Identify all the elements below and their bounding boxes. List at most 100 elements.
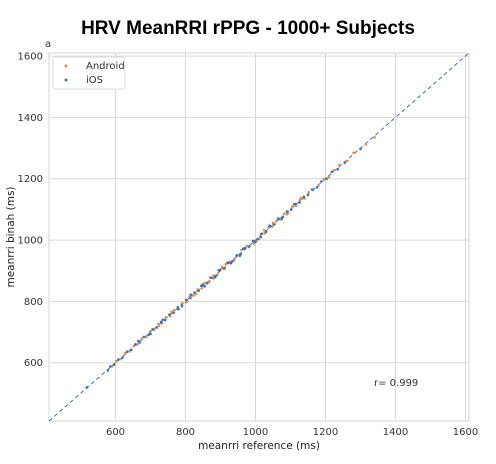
data-point-android — [352, 151, 355, 154]
data-point-ios — [247, 245, 251, 248]
data-point-ios — [238, 254, 242, 258]
data-point-ios — [134, 343, 137, 346]
x-tick-label: 1400 — [383, 427, 408, 438]
data-point-ios — [259, 235, 263, 239]
legend-marker-android — [64, 64, 68, 68]
data-point-android — [299, 196, 303, 200]
legend-marker-ios — [64, 78, 68, 82]
data-point-ios — [163, 318, 167, 322]
x-tick-label: 1200 — [313, 427, 338, 438]
data-point-android — [322, 177, 326, 181]
data-point-android — [172, 308, 176, 312]
data-point-android — [252, 242, 256, 245]
data-point-ios — [343, 161, 347, 165]
chart-title: HRV MeanRRI rPPG - 1000+ Subjects — [81, 18, 415, 39]
data-point-android — [128, 350, 131, 353]
data-point-android — [192, 294, 195, 297]
data-point-ios — [108, 365, 112, 368]
data-point-ios — [289, 208, 293, 212]
data-point-ios — [292, 202, 296, 206]
x-tick-label: 800 — [176, 427, 195, 438]
data-point-android — [245, 244, 249, 248]
data-point-ios — [151, 328, 154, 331]
data-point-ios — [302, 195, 306, 199]
data-point-android — [119, 357, 123, 361]
data-point-ios — [252, 239, 255, 243]
data-point-android — [338, 163, 341, 167]
data-point-ios — [177, 307, 180, 311]
legend: Android iOS — [52, 56, 126, 90]
data-point-ios — [241, 247, 245, 250]
data-point-ios — [106, 369, 110, 372]
data-point-ios — [121, 356, 124, 359]
data-point-ios — [359, 147, 362, 151]
data-point-ios — [280, 217, 284, 221]
data-point-ios — [193, 291, 196, 294]
grid-lines — [49, 53, 469, 421]
data-point-ios — [136, 339, 140, 343]
data-point-ios — [129, 348, 133, 352]
data-point-ios — [336, 167, 340, 171]
x-tick-label: 1600 — [453, 427, 478, 438]
data-point-android — [132, 344, 135, 348]
data-point-android — [136, 343, 139, 346]
data-point-android — [233, 258, 236, 262]
data-point-ios — [161, 318, 165, 322]
data-point-ios — [229, 261, 233, 265]
data-point-ios — [210, 276, 213, 280]
data-point-ios — [205, 282, 209, 285]
data-point-android — [145, 335, 148, 339]
data-point-ios — [147, 333, 150, 337]
data-point-android — [282, 212, 286, 215]
data-point-ios — [325, 177, 328, 181]
data-point-ios — [315, 186, 319, 189]
y-tick-label: 800 — [24, 297, 43, 308]
data-point-ios — [268, 224, 271, 227]
data-point-ios — [125, 350, 129, 353]
data-point-ios — [260, 232, 264, 235]
data-point-android — [208, 280, 211, 284]
data-point-ios — [264, 230, 268, 234]
data-point-ios — [168, 313, 171, 316]
data-point-ios — [117, 358, 120, 361]
data-point-android — [317, 184, 320, 187]
data-point-android — [290, 205, 294, 208]
data-point-android — [275, 219, 278, 222]
data-point-ios — [306, 193, 310, 197]
data-point-ios — [213, 275, 217, 279]
data-point-android — [148, 330, 152, 333]
data-point-ios — [231, 259, 234, 263]
data-point-android — [345, 159, 349, 163]
y-tick-label: 1200 — [18, 174, 43, 185]
data-point-ios — [199, 284, 203, 288]
data-point-ios — [142, 335, 146, 339]
data-point-android — [212, 274, 215, 277]
data-point-ios — [310, 188, 314, 191]
data-point-android — [180, 301, 184, 305]
data-point-ios — [197, 289, 201, 292]
y-axis-label: meanrri binah (ms) — [5, 186, 17, 287]
y-tick-label: 1400 — [18, 113, 43, 124]
data-point-ios — [184, 298, 188, 302]
legend-label-android: Android — [86, 61, 125, 72]
data-point-android — [364, 143, 368, 146]
data-point-ios — [172, 311, 175, 315]
data-point-ios — [320, 180, 323, 183]
data-point-android — [170, 310, 173, 314]
data-point-android — [200, 287, 203, 290]
data-point-ios — [256, 237, 259, 241]
data-point-android — [307, 190, 311, 194]
data-point-ios — [189, 296, 192, 300]
data-point-ios — [155, 326, 159, 329]
y-tick-label: 600 — [24, 358, 43, 369]
data-point-android — [224, 262, 228, 266]
legend-box — [52, 56, 126, 90]
data-point-android — [332, 168, 336, 172]
panel-label: a — [45, 39, 51, 50]
data-point-android — [262, 228, 266, 232]
data-point-ios — [235, 254, 238, 258]
data-point-ios — [203, 285, 207, 288]
data-point-android — [327, 175, 331, 179]
data-point-ios — [222, 267, 226, 270]
data-point-android — [124, 351, 127, 355]
